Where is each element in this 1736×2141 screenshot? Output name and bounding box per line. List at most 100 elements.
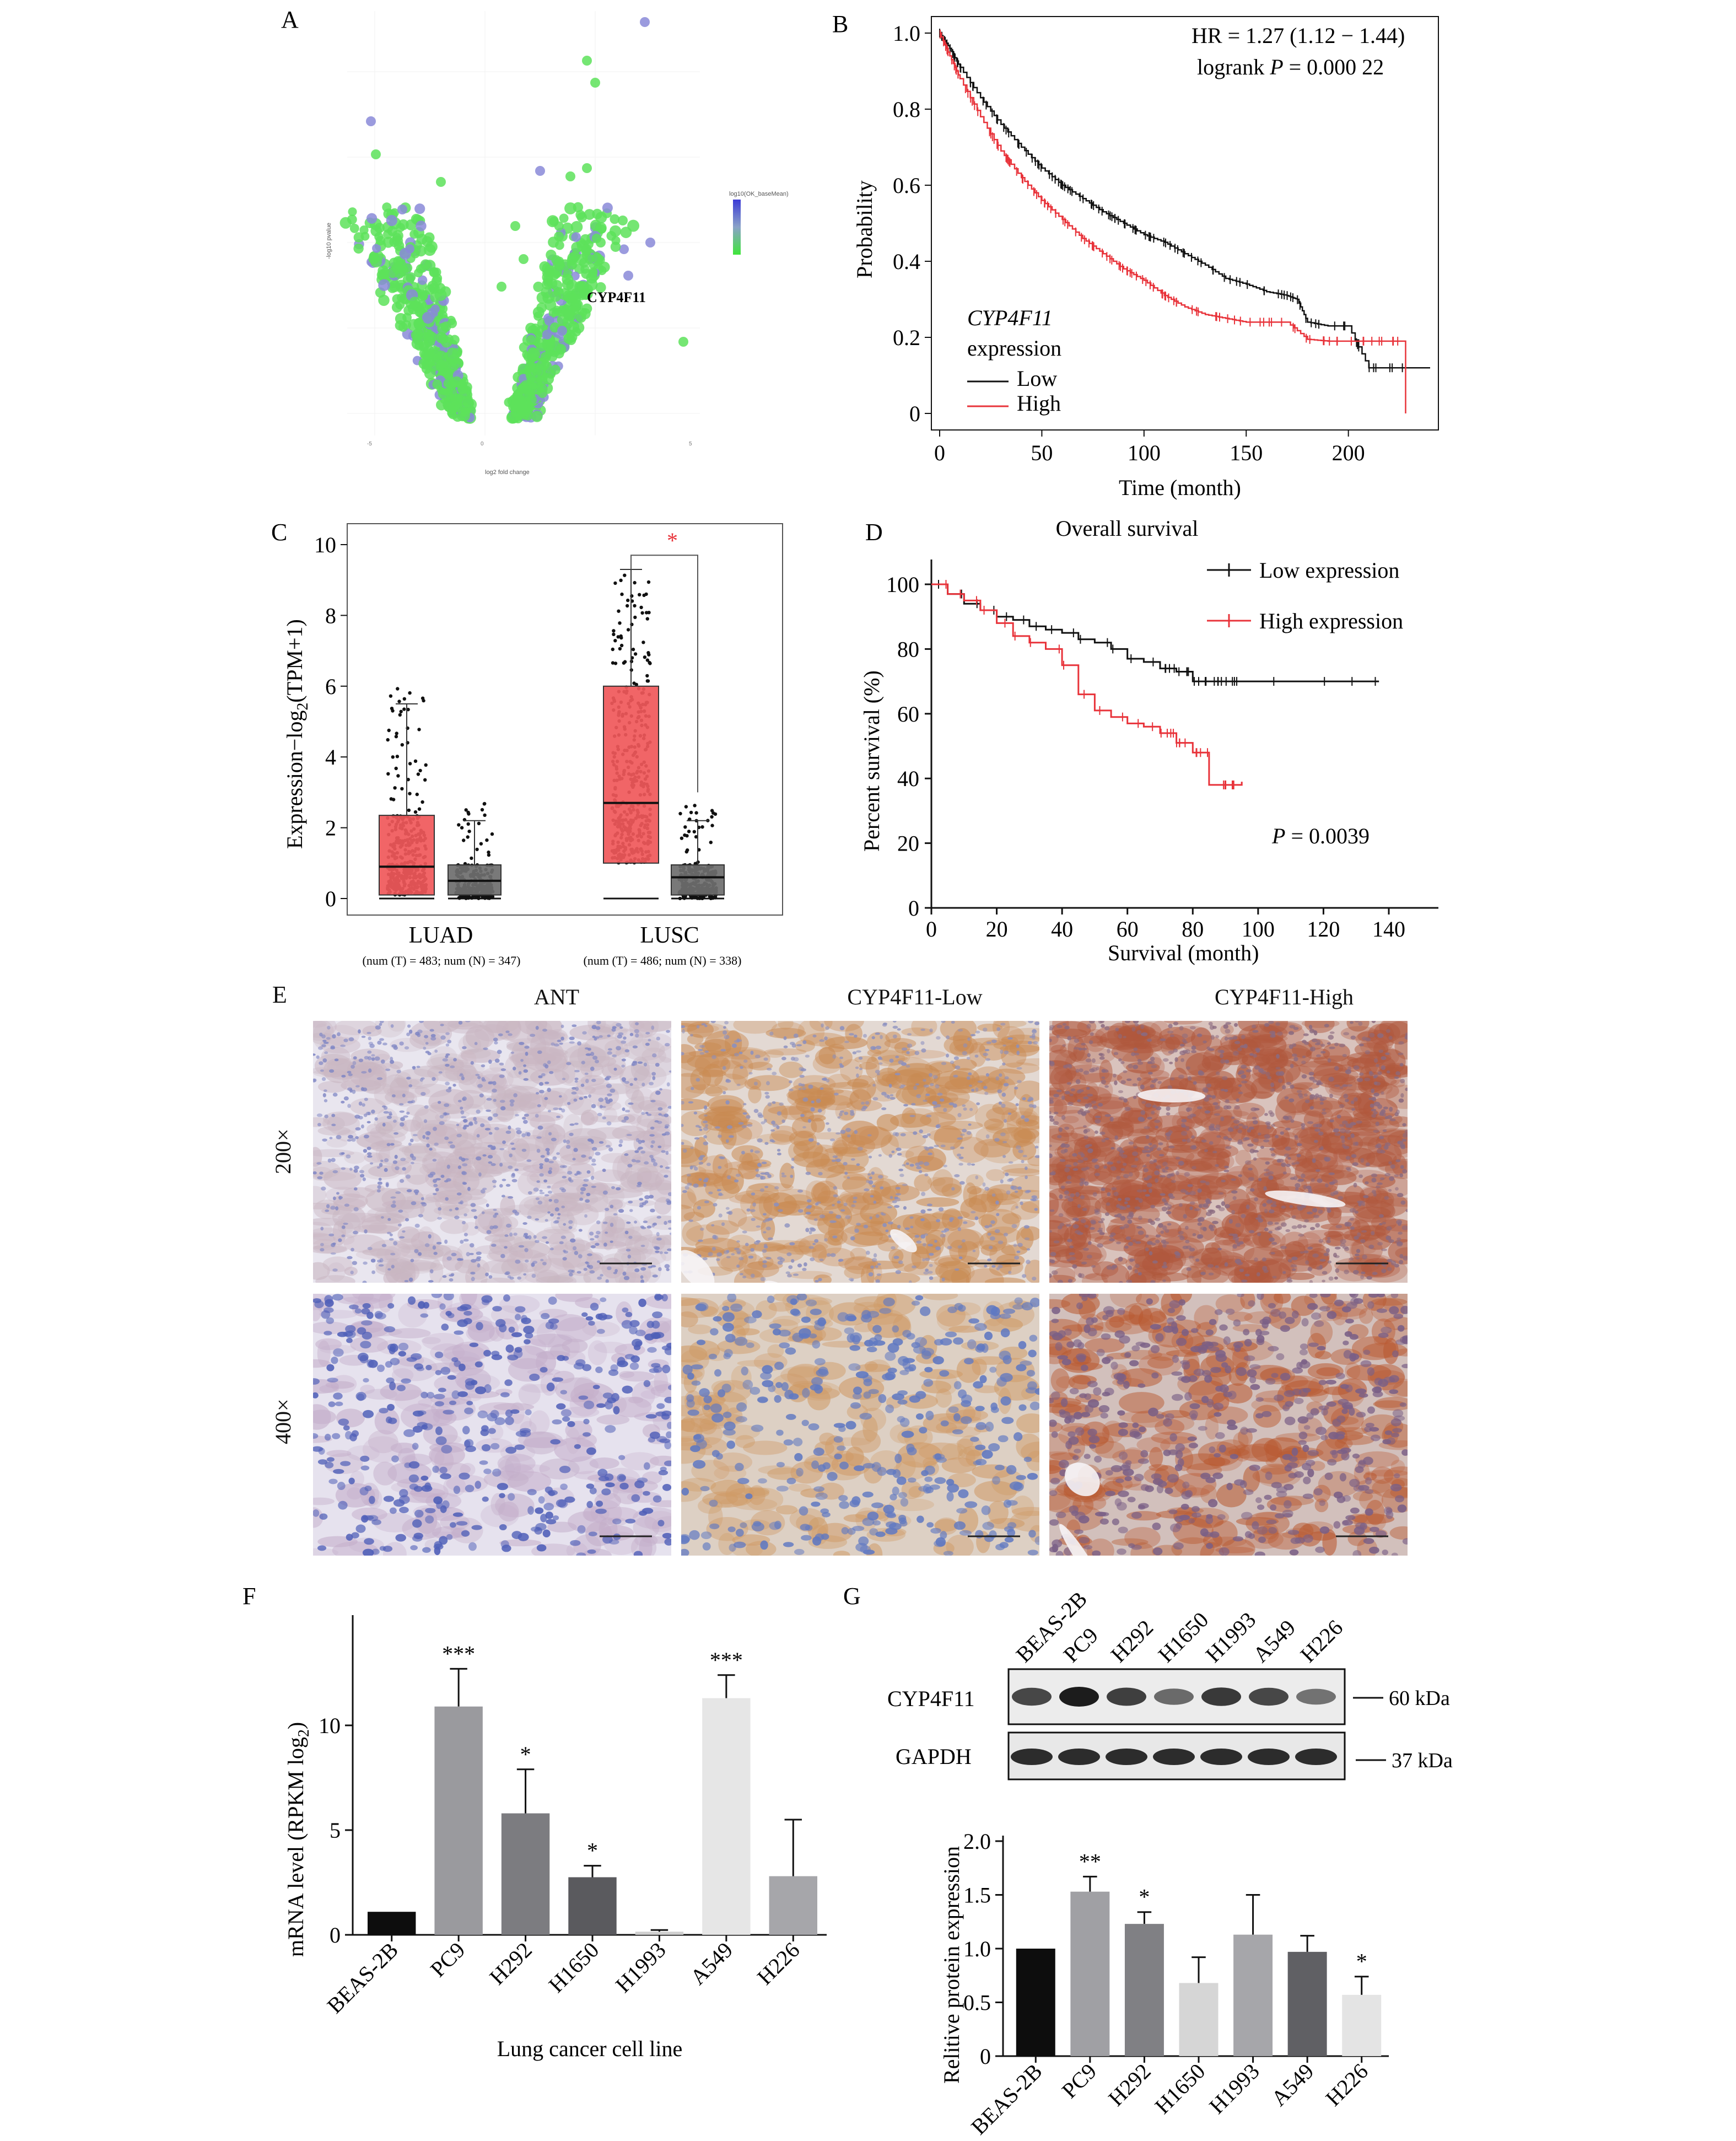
micro-nucleus [332, 1196, 336, 1201]
micro-stain-blob [478, 1067, 514, 1091]
c-jitter-dot [420, 800, 424, 804]
micro-nucleus [681, 1123, 684, 1127]
micro-stain-blob [797, 1021, 825, 1045]
micro-nucleus [321, 1044, 326, 1047]
volcano-point [451, 376, 462, 388]
volcano-legend-title: log10(OK_baseMean) [729, 191, 789, 197]
micro-nucleus [831, 1159, 836, 1163]
c-jitter-dot [619, 636, 623, 640]
micro-nucleus [877, 1175, 883, 1179]
micro-nucleus [661, 1133, 666, 1136]
micro-nucleus [428, 1280, 434, 1283]
micro-stain-blob [901, 1027, 933, 1037]
micro-nucleus [569, 1041, 575, 1044]
micro-stain-blob [313, 1171, 357, 1181]
micro-stain-blob [811, 1118, 825, 1133]
micro-stain-blob [894, 1063, 941, 1088]
micro-nucleus [844, 1111, 849, 1115]
micro-nucleus [664, 1220, 667, 1225]
micro-nucleus [539, 1163, 544, 1166]
micro-nucleus [982, 1182, 986, 1187]
micro-stain-blob [851, 1231, 889, 1246]
micro-nucleus [682, 1190, 687, 1193]
micro-nucleus [460, 1106, 463, 1110]
micro-nucleus [651, 1025, 655, 1030]
micro-nucleus [661, 1150, 666, 1153]
micro-nucleus [945, 1053, 950, 1058]
micro-nucleus [681, 1052, 684, 1056]
micro-nucleus [445, 1053, 450, 1056]
micro-nucleus [639, 1204, 644, 1208]
micro-nucleus [474, 1120, 478, 1125]
micro-nucleus [396, 1069, 401, 1074]
micro-nucleus [920, 1041, 925, 1045]
micro-stain-blob [681, 1191, 697, 1209]
micro-stain-blob [621, 1249, 666, 1267]
micro-stain-blob [978, 1214, 998, 1228]
micro-stain-blob [763, 1192, 797, 1217]
volcano-point [525, 361, 536, 372]
micro-stain-blob [390, 1078, 409, 1099]
micro-nucleus [903, 1104, 908, 1107]
micro-nucleus [549, 1070, 554, 1074]
panel-d-survival-plot: D Overall survival 0 20 40 60 80 100 120 140020… [859, 516, 1438, 965]
micro-nucleus [487, 1144, 493, 1148]
micro-nucleus [509, 1099, 515, 1104]
micro-nucleus [566, 1139, 570, 1144]
micro-nucleus [636, 1184, 641, 1187]
micro-stain-blob [732, 1064, 748, 1086]
micro-nucleus [876, 1073, 880, 1075]
micro-stain-blob [429, 1260, 444, 1283]
volcano-point [543, 277, 553, 287]
micro-nucleus [389, 1238, 394, 1241]
micro-nucleus [590, 1238, 595, 1241]
micro-nucleus [639, 1198, 644, 1201]
micro-stain-blob [845, 1024, 862, 1043]
micro-nucleus [544, 1064, 549, 1069]
micro-stain-blob [934, 1125, 963, 1150]
micro-nucleus [358, 1116, 363, 1120]
micro-nucleus [376, 1077, 383, 1080]
micro-nucleus [576, 1171, 582, 1175]
micro-stain-blob [327, 1058, 369, 1077]
micro-nucleus [525, 1236, 528, 1239]
micro-nucleus [703, 1127, 709, 1131]
micro-nucleus [473, 1215, 478, 1219]
volcano-point [549, 270, 560, 281]
volcano-point [546, 249, 557, 261]
micro-nucleus [591, 1104, 596, 1109]
micro-nucleus [569, 1036, 575, 1040]
volcano-point [434, 289, 447, 302]
c-jitter-dot [386, 772, 390, 776]
micro-nucleus [634, 1220, 638, 1224]
micro-nucleus [569, 1123, 575, 1126]
micro-nucleus [835, 1158, 841, 1163]
micro-nucleus [640, 1267, 646, 1271]
c-jitter-dot [399, 709, 403, 713]
micro-nucleus [923, 1084, 929, 1088]
micro-nucleus [808, 1230, 812, 1235]
micro-nucleus [523, 1273, 527, 1276]
volcano-point [386, 214, 397, 227]
micro-nucleus [705, 1123, 708, 1127]
micro-nucleus [626, 1249, 631, 1252]
micro-stain-blob [435, 1156, 453, 1179]
micro-stain-blob [784, 1194, 812, 1206]
c-jitter-dot [402, 697, 406, 701]
micro-nucleus [366, 1152, 372, 1155]
micro-nucleus [456, 1123, 460, 1126]
micro-nucleus [469, 1243, 475, 1247]
micro-nucleus [568, 1220, 573, 1224]
micro-nucleus [628, 1201, 633, 1204]
micro-nucleus [1022, 1274, 1027, 1278]
micro-nucleus [1016, 1051, 1020, 1056]
micro-stain-blob [687, 1034, 704, 1045]
micro-nucleus [991, 1193, 996, 1197]
micro-nucleus [407, 1024, 411, 1028]
micro-nucleus [595, 1026, 601, 1030]
micro-stain-blob [390, 1037, 425, 1052]
volcano-points [339, 17, 688, 424]
micro-nucleus [445, 1082, 450, 1086]
micro-nucleus [445, 1197, 449, 1201]
micro-nucleus [819, 1214, 826, 1219]
